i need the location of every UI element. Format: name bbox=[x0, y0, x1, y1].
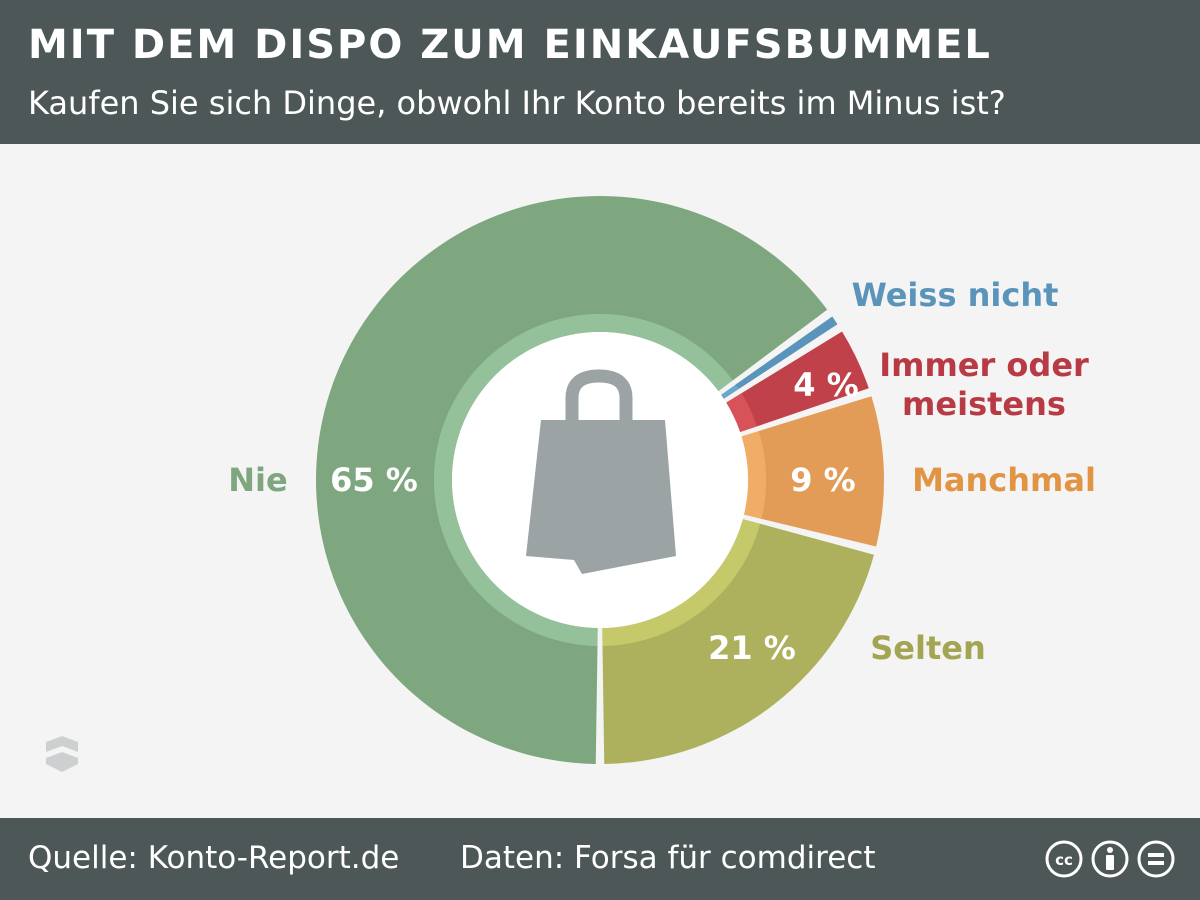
slice-outer-selten bbox=[602, 523, 874, 764]
slice-manchmal bbox=[741, 396, 884, 547]
data-credit: Daten: Forsa für comdirect bbox=[460, 840, 876, 876]
slice-immer-oder-meistens bbox=[726, 331, 869, 433]
value-label-selten: 21 % bbox=[708, 629, 796, 667]
chart-subtitle: Kaufen Sie sich Dinge, obwohl Ihr Konto … bbox=[28, 84, 1006, 122]
slice-inner-selten bbox=[602, 518, 761, 646]
value-label-immer-oder-meistens: 4 % bbox=[793, 366, 858, 404]
slice-selten bbox=[602, 518, 874, 764]
category-label-manchmal: Manchmal bbox=[912, 461, 1096, 499]
category-label-immer-oder-meistens: Immer oder meistens bbox=[879, 346, 1089, 423]
donut-chart: 65 % Nie 21 % Selten 9 % Manchmal 4 % Immer ode… bbox=[46, 196, 1096, 772]
shopping-bag-icon bbox=[526, 369, 676, 574]
labels-group: 65 % Nie 21 % Selten 9 % Manchmal 4 % Immer ode… bbox=[228, 276, 1096, 667]
slices-group bbox=[316, 196, 884, 764]
attribution-icon bbox=[1091, 840, 1129, 878]
source-credit: Quelle: Konto-Report.de bbox=[28, 840, 400, 876]
slice-inner-weiss-nicht bbox=[721, 384, 739, 399]
footer-banner: Quelle: Konto-Report.de Daten: Forsa für… bbox=[0, 818, 1200, 900]
slice-outer-weiss-nicht bbox=[734, 316, 838, 390]
category-label-line: meistens bbox=[902, 385, 1066, 423]
watermark-icon bbox=[46, 736, 78, 772]
category-label-selten: Selten bbox=[870, 629, 986, 667]
value-label-manchmal: 9 % bbox=[790, 461, 855, 499]
category-label-nie: Nie bbox=[228, 461, 287, 499]
no-derivatives-icon bbox=[1137, 840, 1175, 878]
license-icons: cc bbox=[1045, 840, 1175, 878]
chart-title: MIT DEM DISPO ZUM EINKAUFSBUMMEL bbox=[28, 22, 992, 68]
slice-inner-manchmal bbox=[741, 431, 766, 519]
slice-outer-nie bbox=[316, 196, 828, 764]
category-label-line: Immer oder bbox=[879, 346, 1089, 384]
slice-nie bbox=[316, 196, 828, 764]
value-label-nie: 65 % bbox=[330, 461, 418, 499]
header-banner: MIT DEM DISPO ZUM EINKAUFSBUMMEL Kaufen … bbox=[0, 0, 1200, 144]
slice-outer-immer-oder-meistens bbox=[740, 331, 869, 427]
svg-text:cc: cc bbox=[1055, 851, 1073, 869]
slice-inner-immer-oder-meistens bbox=[726, 393, 758, 433]
slice-outer-manchmal bbox=[757, 396, 884, 547]
slice-weiss-nicht bbox=[721, 316, 838, 399]
cc-icon: cc bbox=[1045, 840, 1083, 878]
category-label-weiss-nicht: Weiss nicht bbox=[852, 276, 1059, 314]
